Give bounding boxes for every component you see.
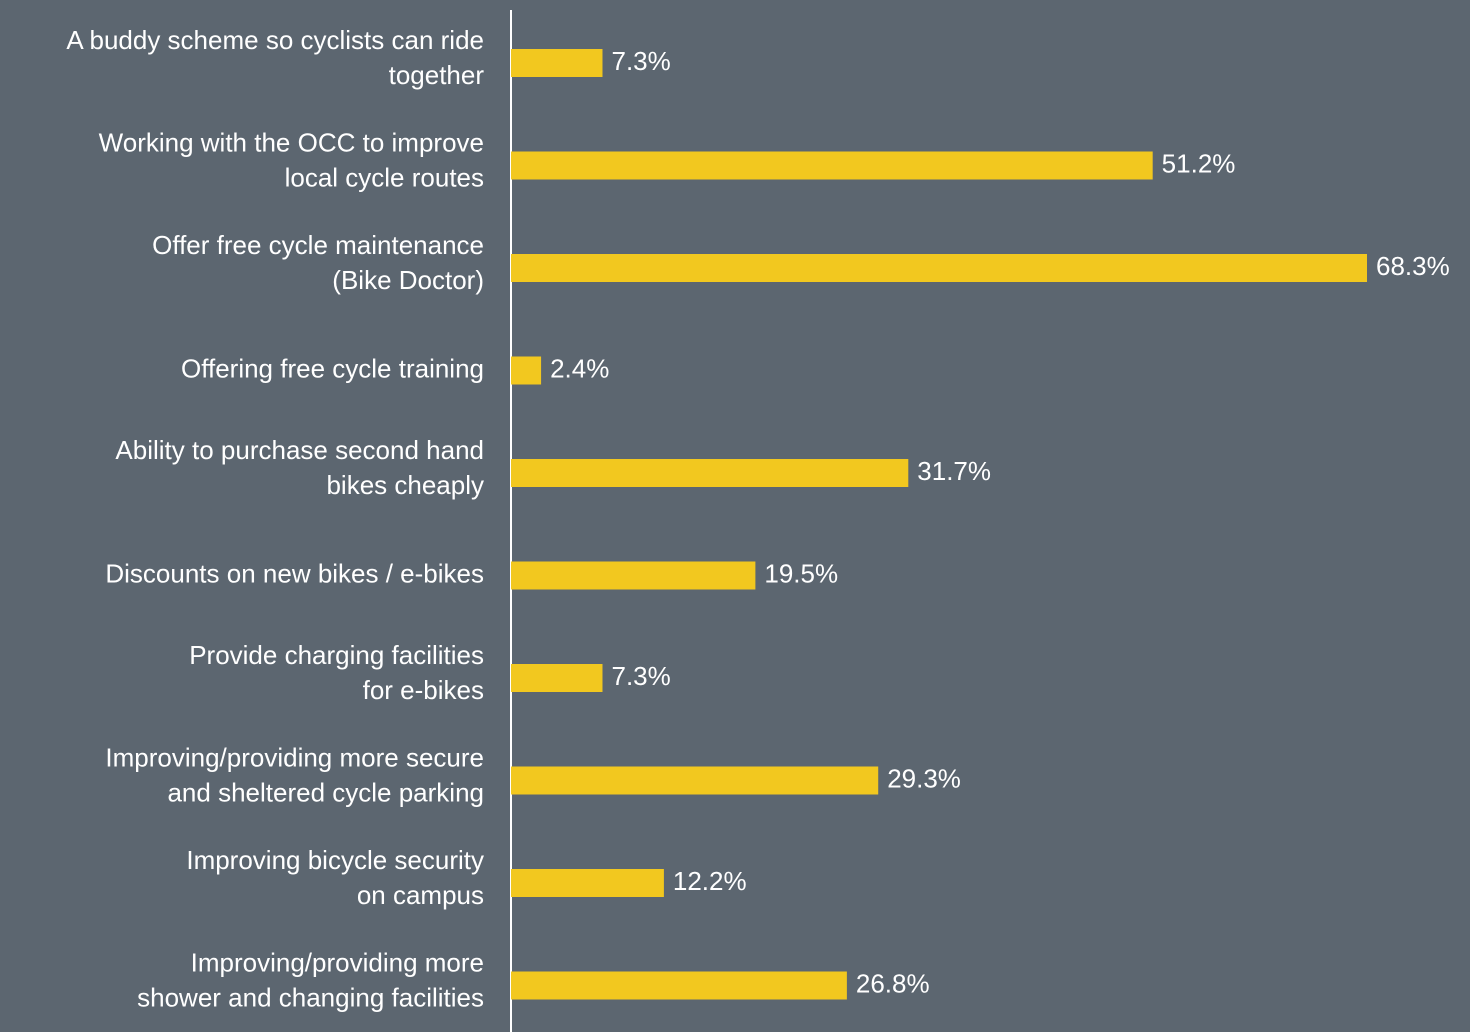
category-label: on campus — [357, 880, 484, 910]
category-label: Working with the OCC to improve — [99, 127, 484, 157]
category-label: Improving/providing more secure — [105, 742, 484, 772]
value-label: 26.8% — [856, 968, 930, 998]
value-label: 2.4% — [550, 353, 609, 383]
value-label: 31.7% — [917, 456, 991, 486]
category-label: bikes cheaply — [326, 470, 484, 500]
category-label: A buddy scheme so cyclists can ride — [66, 25, 484, 55]
value-label: 51.2% — [1162, 148, 1236, 178]
category-label: (Bike Doctor) — [332, 265, 484, 295]
category-label: Provide charging facilities — [189, 640, 484, 670]
category-label: Ability to purchase second hand — [115, 435, 484, 465]
bar — [511, 356, 542, 385]
category-label: Discounts on new bikes / e-bikes — [105, 558, 484, 588]
category-label: Offer free cycle maintenance — [152, 230, 484, 260]
value-label: 29.3% — [887, 763, 961, 793]
value-label: 68.3% — [1376, 251, 1450, 281]
category-label: together — [389, 60, 485, 90]
category-label: Improving bicycle security — [186, 845, 484, 875]
bar — [511, 151, 1153, 180]
bar — [511, 869, 664, 897]
category-label: local cycle routes — [285, 162, 484, 192]
bar — [511, 971, 847, 1000]
bar — [511, 254, 1367, 282]
value-label: 12.2% — [673, 866, 747, 896]
bar — [511, 766, 879, 795]
value-label: 7.3% — [611, 46, 670, 76]
category-label: shower and changing facilities — [137, 982, 484, 1012]
bar — [511, 459, 909, 487]
value-label: 19.5% — [764, 558, 838, 588]
category-label: Improving/providing more — [191, 947, 484, 977]
value-label: 7.3% — [611, 661, 670, 691]
bar — [511, 49, 603, 77]
category-label: for e-bikes — [363, 675, 484, 705]
category-label: Offering free cycle training — [181, 353, 484, 383]
category-label: and sheltered cycle parking — [167, 777, 484, 807]
bar — [511, 664, 603, 692]
bar — [511, 561, 756, 590]
